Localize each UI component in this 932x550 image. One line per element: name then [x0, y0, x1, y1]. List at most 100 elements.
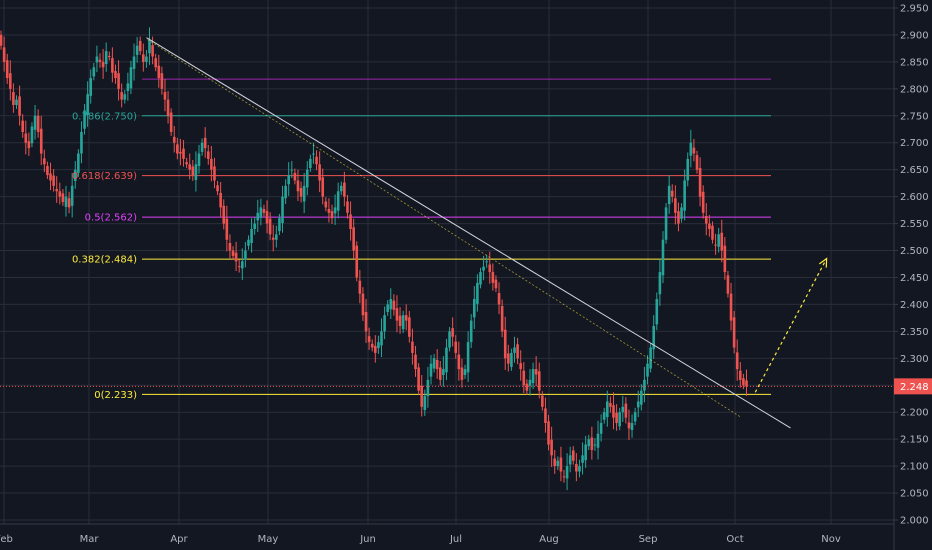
- candle-body: [525, 383, 529, 391]
- candle-body: [445, 347, 448, 373]
- candle: [432, 354, 436, 373]
- candle-body: [655, 299, 659, 325]
- candle: [602, 407, 606, 424]
- candle-body: [172, 136, 176, 143]
- candle-body: [404, 315, 408, 321]
- candle: [383, 306, 386, 340]
- candle: [361, 287, 365, 322]
- candle: [278, 213, 281, 236]
- candle: [61, 189, 65, 206]
- candle: [126, 72, 130, 101]
- candle-body: [358, 280, 362, 294]
- candle: [435, 349, 439, 379]
- candle-body: [732, 317, 736, 348]
- candle-body: [658, 272, 662, 295]
- candle: [287, 162, 291, 196]
- candle: [553, 449, 557, 474]
- candle: [531, 362, 535, 389]
- candle: [296, 169, 300, 201]
- candle: [544, 397, 547, 433]
- candle: [503, 316, 507, 370]
- candle-body: [39, 128, 43, 154]
- candle-body: [507, 353, 510, 364]
- candle: [568, 446, 572, 473]
- candle: [377, 335, 380, 354]
- candle: [587, 434, 591, 451]
- candle-body: [581, 455, 584, 463]
- candle: [364, 299, 368, 344]
- candle: [667, 175, 671, 214]
- price-tick-label: 2.700: [900, 138, 929, 149]
- candle: [720, 219, 724, 263]
- candle-body: [683, 180, 686, 211]
- candle-body: [241, 261, 244, 269]
- candle-body: [120, 92, 123, 100]
- candle: [142, 43, 145, 72]
- time-tick-label: May: [258, 534, 279, 545]
- candle-body: [448, 331, 451, 348]
- candle: [129, 60, 133, 95]
- candle-body: [346, 201, 349, 213]
- candle-body: [194, 164, 198, 180]
- candle: [268, 212, 272, 241]
- candle-body: [256, 212, 260, 221]
- candle-body: [0, 34, 3, 46]
- candle: [745, 369, 748, 397]
- candle-body: [160, 73, 164, 89]
- candle-body: [571, 450, 575, 461]
- candle-body: [30, 126, 34, 144]
- candle: [670, 184, 674, 203]
- candle: [148, 27, 151, 65]
- candle: [321, 168, 325, 205]
- candle-body: [309, 158, 312, 169]
- candle-body: [197, 153, 201, 166]
- candle: [627, 409, 631, 441]
- candle-body: [98, 59, 102, 62]
- candle-body: [408, 317, 411, 337]
- candle: [374, 335, 377, 363]
- candle: [197, 144, 201, 174]
- fib-labels: 0.786(2.750) 0.618(2.639) 0.5(2.562) 0.382(…: [72, 111, 137, 401]
- candle-body: [129, 67, 133, 89]
- candle-body: [386, 304, 389, 312]
- candle-body: [55, 189, 59, 192]
- candle: [312, 142, 315, 164]
- candle: [138, 36, 142, 55]
- candle-body: [206, 151, 210, 159]
- price-tick-label: 2.150: [900, 435, 929, 446]
- candle: [228, 234, 232, 259]
- candle-body: [398, 315, 402, 326]
- price-axis[interactable]: 2.950 2.900 2.850 2.800 2.750 2.700 2.650 2.600…: [894, 4, 929, 527]
- candle-body: [142, 54, 145, 62]
- candle-body: [370, 343, 374, 348]
- time-axis[interactable]: Feb Mar Apr May Jun Jul Aug Sep Oct Nov: [0, 534, 841, 545]
- candle: [491, 263, 495, 291]
- candle-body: [528, 379, 532, 386]
- candle: [290, 161, 294, 178]
- candle-body: [670, 190, 674, 197]
- candle: [284, 179, 287, 205]
- candle: [513, 336, 516, 363]
- candle-body: [305, 169, 309, 188]
- candle-body: [216, 185, 219, 192]
- candle-body: [652, 325, 656, 350]
- candle: [442, 356, 445, 387]
- candle-body: [336, 191, 340, 211]
- candle: [451, 317, 454, 347]
- fib-retracement[interactable]: [142, 78, 771, 395]
- candle: [5, 53, 9, 84]
- drawings[interactable]: [0, 37, 894, 429]
- candle-body: [392, 300, 396, 310]
- trendline-dashed: [147, 39, 741, 418]
- time-tick-label: Nov: [821, 534, 841, 545]
- candle: [2, 36, 6, 72]
- candle: [64, 185, 68, 217]
- candle: [575, 453, 578, 482]
- candle-body: [169, 112, 173, 132]
- candle-body: [537, 371, 541, 391]
- candle-body: [58, 191, 62, 197]
- candle: [695, 150, 699, 174]
- candle-body: [689, 142, 693, 156]
- candle: [206, 144, 210, 165]
